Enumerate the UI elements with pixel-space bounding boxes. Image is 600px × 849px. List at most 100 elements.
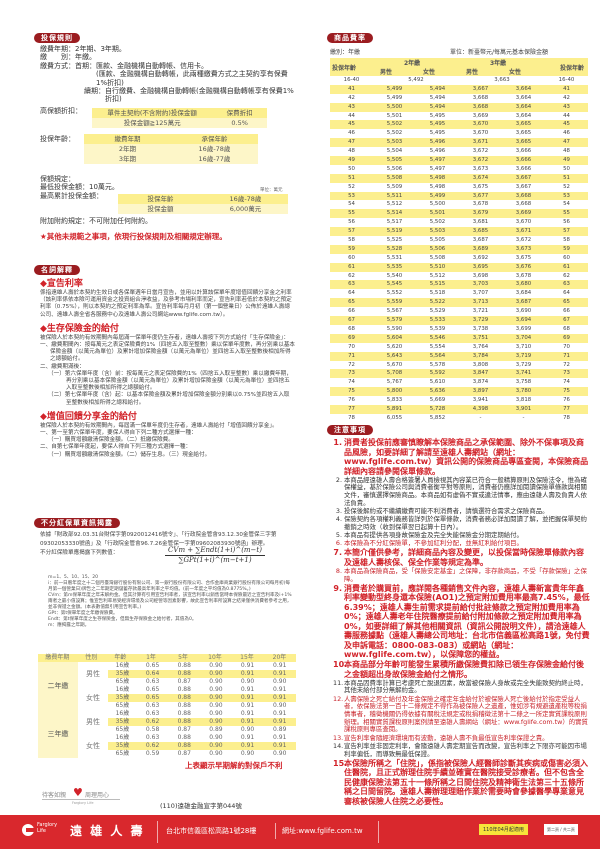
approval-number: (110)遠雄金融宣字第044號	[160, 802, 242, 810]
cell-rate: 3,738	[472, 325, 489, 332]
cell-age: 72	[563, 361, 570, 368]
note-item: 10. 本商品部分年齡可能發生累積所繳保險費扣除已領生存保險金給付後之金額超出身故…	[333, 660, 591, 679]
cell-age: 61	[348, 263, 355, 270]
cell-age: 70	[563, 343, 570, 350]
note-item: 13. 宣告利率會隨經濟環境而有波動，遠雄人壽不負最低宣告利率保證之責。	[333, 733, 591, 743]
cell-rate: 3,666	[515, 165, 532, 172]
survival-subitem: （二）第七保單年度（含）起：以基本保險金額及累計增加保險金額分別乘以0.75%並…	[48, 392, 290, 406]
table-cell: 0.91	[240, 742, 255, 749]
table-cell: 0.91	[273, 694, 287, 701]
amount-label: 保額規定：	[40, 175, 75, 183]
cell-age: 55	[348, 210, 355, 217]
note-text: 宣告利率會隨經濟環境而有波動，遠雄人壽不負最低宣告利率保證之責。	[344, 733, 549, 742]
cell-age: 55	[563, 210, 570, 217]
table-cell: 0.88	[177, 662, 191, 669]
table-row: 16歲 0.65 0.88 0.90 0.91 0.91	[38, 686, 296, 694]
note-text: 本保險所稱之「住院」，係指被保險人經醫師診斷其疾病或傷害必須入住醫院，且正式辦理…	[344, 758, 588, 806]
farglory-logo-icon	[22, 824, 36, 836]
cell-rate: 3,668	[472, 103, 489, 110]
cell-rate: 3,668	[515, 201, 532, 208]
definition: CVm：第m保單年度之年末解約金。但其計算有引用宣告利率者，該宣告利率以銷售當時…	[48, 593, 292, 610]
definition: m=1、5、10、15、20	[48, 575, 99, 580]
note-number: 10.	[333, 660, 348, 670]
cell-rate: 3,671	[515, 228, 532, 235]
formula-definitions: m=1、5、10、15、20 i：前一日曆年度之十二個月臺灣銀行股份有限公司、第…	[48, 575, 293, 629]
cell-rate: 3,676	[515, 263, 532, 270]
table-cell: 0.87	[177, 750, 191, 757]
cell-rate: 3,784	[472, 352, 489, 359]
table-cell: 0.88	[177, 702, 191, 709]
table-row: 16歲 0.63 0.88 0.90 0.91 0.91	[38, 710, 296, 718]
cell-rate: -	[479, 414, 482, 421]
term-group: 二年繳 男性 16歲 0.65 0.88 0.90 0.91 0.91 35歲 0.64 0.88 0…	[38, 662, 296, 710]
table-cell: 0.90	[273, 750, 287, 757]
disclosure-block: 依據「財政部92.03.31台財保字第0920012416號令」、「行政院金管會…	[40, 531, 276, 557]
disclosure-text-2: 不分紅保險單應揭露下列數值：	[40, 550, 119, 556]
cell-rate: 3,678	[515, 272, 532, 279]
table-row: 64 5,552 5,518 3,707 3,684 64	[330, 289, 588, 298]
cell-age: 65	[563, 299, 570, 306]
cell-rate: 5,495	[429, 121, 446, 128]
table-row: 53 5,511 5,499 3,677 3,668 53	[330, 191, 588, 201]
note-item: 3. 投保後解約或不繼續繳費可能不利消費者，請慎選符合需求之保險商品。	[333, 507, 591, 516]
cell-age: 73	[348, 370, 355, 377]
age-table: 繳費年期 承保年齡 2年期 16歲-78歲 3年期 16歲-77歲	[84, 134, 258, 164]
table-cell: 0.63	[145, 710, 160, 717]
table-cell: 0.90	[240, 750, 255, 757]
company-name: 遠 雄 人 壽	[70, 824, 145, 838]
cell-rate: 5,708	[386, 370, 403, 377]
cell-age: 52	[348, 183, 355, 190]
slogan-right: 周理用心	[85, 792, 110, 799]
table-row: 52 5,509 5,498 3,675 3,667 52	[330, 183, 588, 192]
header-cell: 性別	[85, 654, 98, 661]
cell-age: 63	[563, 281, 570, 288]
company-website[interactable]: 網址:www.fglife.com.tw	[282, 827, 363, 835]
slogan-left: 待客如親	[42, 792, 67, 799]
table-row: 76 5,833 5,669 3,941 3,818 76	[330, 396, 588, 405]
max-amount-table: 投保年齡 16歲-78歲 投保金額 6,000萬元	[118, 194, 288, 214]
term-cell: 二年繳	[38, 662, 78, 710]
definition: GPt：第t保單年度之年繳保險費。	[48, 611, 118, 616]
survival-text: 被保險人於本契約有效期間內每屆滿一保單年度仍生存者，遠雄人壽按下列方式給付「生存…	[40, 334, 289, 341]
table-row: 43 5,500 5,494 3,668 3,664 43	[330, 102, 588, 112]
pay-mode-label: 繳 別：	[40, 53, 75, 62]
cell-rate: 3,707	[472, 290, 489, 297]
cell-age: 60	[348, 254, 355, 261]
cell-rate: 5,517	[386, 219, 403, 226]
table-row: 54 5,512 5,500 3,678 3,668 54	[330, 200, 588, 209]
rules-block: 繳費年期：2年期、3年期。 繳 別：年繳。 繳費方式： 首期： 匯款、金融機構自動…	[40, 45, 295, 104]
cell-rate: 5,494	[429, 85, 446, 92]
table-cell: 0.65	[145, 686, 160, 693]
cell-rate: 5,494	[429, 94, 446, 101]
cell-age: 67	[348, 317, 355, 324]
bonus-subitem: （一）購買增額繳清保險金額。（二）抵繳保險費。	[48, 437, 174, 444]
table-row: 2年期 16歲-78歲	[84, 144, 258, 154]
survival-subitem: （一）第六保單年度（含）前：按每萬元之表定保險費的1%（四捨五入取至整數）乘以繳…	[48, 370, 292, 392]
cell-rate: 3,669	[515, 210, 532, 217]
table-cell: 65歲	[115, 702, 130, 709]
table-cell: 0.90	[209, 710, 223, 717]
cell-rate: 3,678	[472, 201, 489, 208]
note-item: 11. 本商品因費率計算已考慮死亡脫退因素，故當被保險人身故或完全失能致契約終止時…	[333, 679, 591, 695]
table-row: 65歲 0.63 0.87 0.90 0.90 0.90	[38, 678, 296, 686]
cell-age: 46	[348, 130, 355, 137]
cell-rate: 3,687	[472, 237, 489, 244]
cell-rate: 5,528	[386, 245, 403, 252]
note-item: 9. 消費者於購買前，應詳閱各種銷售文件內容，遠雄人壽新富貴年年鑫利率變動型終身還…	[333, 584, 591, 660]
cell-rate: 3,713	[472, 299, 489, 306]
table-cell: 0.91	[273, 686, 287, 693]
note-number: 7.	[333, 548, 342, 558]
note-number: 1.	[333, 438, 342, 447]
cell-rate: 5,499	[429, 192, 446, 199]
cell-rate: 5,502	[429, 219, 446, 226]
note-item: 6. 本保險為不分紅保險單，不參加紅利分配，並無紅利給付項目。	[333, 539, 591, 548]
cell-age: 57	[348, 228, 355, 235]
cell-rate: 5,497	[429, 165, 446, 172]
cell-age: 68	[563, 325, 570, 332]
table-row: 58 5,525 5,505 3,687 3,672 58	[330, 236, 588, 245]
cell-rate: 3,669	[472, 112, 489, 119]
cell-rate: 5,499	[386, 85, 403, 92]
table-row: 69 5,604 5,546 3,751 3,704 69	[330, 333, 588, 343]
note-item: 8. 本商品為保險商品，受「保險安定基金」之保障，非存款商品，不受「存款保險」之保…	[333, 567, 591, 583]
cell-age: 49	[563, 157, 570, 164]
